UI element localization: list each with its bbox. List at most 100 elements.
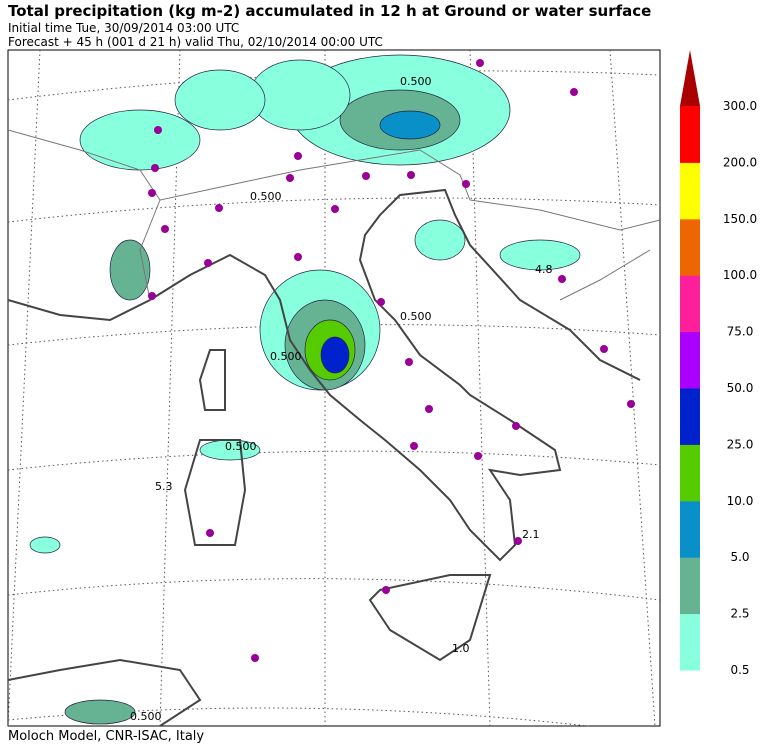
- colorbar-label: 100.0: [723, 268, 757, 282]
- city-marker: [410, 442, 418, 450]
- title: Total precipitation (kg m-2) accumulated…: [8, 2, 651, 20]
- city-marker: [558, 275, 566, 283]
- colorbar: 0.5 2.5 5.0 10.0 25.0 50.0 75.0 100.0 150.0 200.0…: [680, 50, 757, 677]
- city-marker: [161, 225, 169, 233]
- city-marker: [206, 529, 214, 537]
- colorbar-label: 50.0: [727, 381, 754, 395]
- contour-label: 0.500: [400, 75, 432, 88]
- precip-area: [174, 69, 266, 131]
- contour-label: 0.500: [400, 310, 432, 323]
- colorbar-segment: [680, 613, 700, 671]
- city-marker: [512, 422, 520, 430]
- precip-area: [379, 110, 441, 140]
- city-marker: [377, 298, 385, 306]
- contour-labels: 0.500 0.500 0.500 0.500 0.500 0.500 4.8 5.3 2.1 1…: [130, 75, 553, 723]
- border: [8, 129, 161, 201]
- city-marker: [405, 358, 413, 366]
- borders: [8, 129, 660, 301]
- footer: Moloch Model, CNR-ISAC, Italy: [8, 729, 204, 744]
- colorbar-segment: [680, 500, 700, 558]
- city-marker: [154, 126, 162, 134]
- border: [559, 249, 651, 301]
- city-marker: [462, 180, 470, 188]
- contour-label: 5.3: [155, 480, 173, 493]
- border: [469, 199, 660, 231]
- precip-area: [320, 336, 350, 374]
- coastline: [149, 188, 641, 562]
- colorbar-segment: [680, 106, 700, 163]
- contour-label: 0.500: [130, 710, 162, 723]
- colorbar-label: 2.5: [730, 607, 749, 621]
- colorbar-segment: [680, 162, 700, 220]
- city-marker: [514, 537, 522, 545]
- city-marker: [407, 171, 415, 179]
- contour-label: 1.0: [452, 642, 470, 655]
- precip-area: [109, 239, 151, 301]
- colorbar-label: 200.0: [723, 155, 757, 169]
- city-marker: [476, 59, 484, 67]
- colorbar-segment: [680, 275, 700, 333]
- corsica: [198, 349, 226, 411]
- precip-area: [79, 109, 201, 171]
- colorbar-label: 300.0: [723, 99, 757, 113]
- city-marker: [362, 172, 370, 180]
- colorbar-label: 5.0: [730, 550, 749, 564]
- colorbar-segment: [680, 444, 700, 502]
- precip-area: [414, 219, 466, 261]
- colorbar-arrow: [680, 50, 700, 106]
- graticule-line: [609, 50, 656, 726]
- city-marker: [425, 405, 433, 413]
- contour-label: 2.1: [522, 528, 540, 541]
- graticule-line: [8, 578, 660, 601]
- graticule-line: [8, 50, 41, 726]
- city-marker: [251, 654, 259, 662]
- city-marker: [294, 253, 302, 261]
- city-marker: [286, 174, 294, 182]
- city-marker: [331, 205, 339, 213]
- city-marker: [600, 345, 608, 353]
- sicily: [368, 574, 492, 662]
- sardinia: [183, 439, 247, 546]
- contour-label: 0.500: [270, 350, 302, 363]
- colorbar-label: 10.0: [727, 494, 754, 508]
- colorbar-segment: [680, 331, 700, 389]
- initial-time: Initial time Tue, 30/09/2014 03:00 UTC: [8, 21, 239, 35]
- graticule-line: [469, 50, 491, 726]
- forecast-time: Forecast + 45 h (001 d 21 h) valid Thu, …: [8, 35, 383, 49]
- city-marker: [151, 164, 159, 172]
- city-marker: [627, 400, 635, 408]
- precip-area: [499, 239, 581, 271]
- city-marker: [215, 204, 223, 212]
- colorbar-label: 150.0: [723, 212, 757, 226]
- contour-label: 0.500: [250, 190, 282, 203]
- contour-label: 4.8: [535, 263, 553, 276]
- map-area: 0.500 0.500 0.500 0.500 0.500 0.500 4.8 5.3 2.1 1…: [7, 49, 661, 727]
- colorbar-segment: [680, 218, 700, 276]
- city-markers: [148, 59, 635, 662]
- precip-area: [29, 536, 61, 554]
- contour-label: 0.500: [225, 440, 257, 453]
- city-marker: [148, 292, 156, 300]
- france-coast: [8, 299, 151, 322]
- precipitation-areas: [29, 54, 581, 725]
- precip-area: [249, 59, 351, 131]
- border: [139, 149, 471, 301]
- city-marker: [382, 586, 390, 594]
- map-content: 0.500 0.500 0.500 0.500 0.500 0.500 4.8 5.3 2.1 1…: [8, 50, 660, 726]
- colorbar-label: 75.0: [727, 325, 754, 339]
- colorbar-segment: [680, 388, 700, 445]
- coastlines: [8, 188, 641, 726]
- graticule-line: [8, 197, 660, 223]
- city-marker: [148, 189, 156, 197]
- precip-area: [64, 699, 136, 725]
- city-marker: [570, 88, 578, 96]
- city-marker: [204, 259, 212, 267]
- africa-coast: [8, 658, 202, 726]
- colorbar-segment: [680, 557, 700, 615]
- city-marker: [294, 152, 302, 160]
- graticule-line: [8, 450, 660, 471]
- colorbar-label: 25.0: [727, 437, 754, 451]
- city-marker: [474, 452, 482, 460]
